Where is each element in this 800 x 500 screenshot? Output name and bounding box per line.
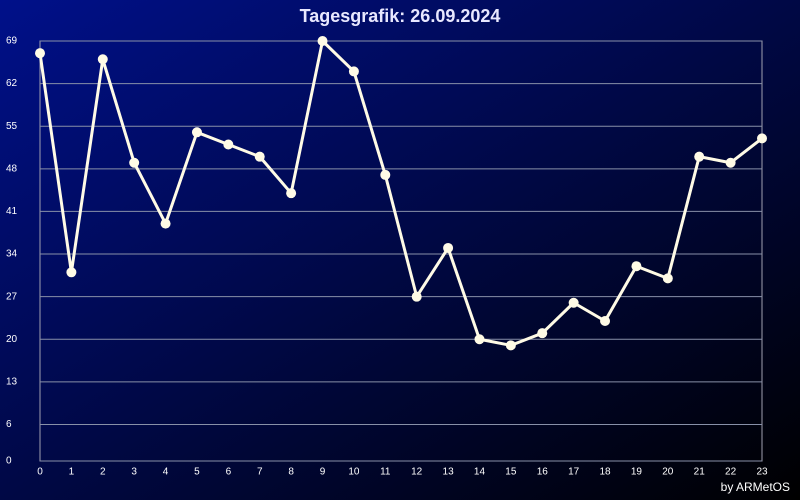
data-point (757, 133, 767, 144)
y-tick-label: 41 (6, 206, 18, 217)
y-tick-label: 69 (6, 36, 18, 47)
x-tick-label: 4 (163, 467, 169, 478)
x-tick-label: 11 (380, 467, 391, 478)
x-tick-label: 6 (226, 467, 232, 478)
chart-title: Tagesgrafik: 26.09.2024 (300, 6, 501, 26)
x-tick-label: 1 (69, 467, 75, 478)
y-tick-label: 34 (6, 249, 18, 260)
data-point (600, 316, 611, 326)
y-tick-label: 27 (6, 291, 18, 302)
data-point (568, 297, 579, 308)
x-tick-label: 15 (505, 467, 517, 478)
x-tick-label: 17 (568, 467, 580, 478)
x-tick-label: 9 (320, 467, 326, 478)
x-tick-label: 18 (599, 467, 611, 478)
data-point (97, 54, 108, 65)
x-tick-label: 19 (631, 467, 643, 478)
x-tick-label: 3 (131, 467, 137, 478)
x-tick-label: 22 (725, 467, 737, 478)
y-tick-label: 62 (6, 78, 18, 89)
x-tick-label: 2 (100, 467, 106, 478)
data-point (694, 151, 705, 162)
data-point (505, 340, 516, 351)
x-tick-label: 20 (662, 467, 674, 478)
data-point (443, 242, 454, 253)
data-point (348, 66, 359, 77)
y-tick-label: 48 (6, 163, 18, 174)
x-tick-label: 8 (288, 467, 294, 478)
data-point (411, 291, 422, 302)
data-point (662, 273, 673, 284)
data-point (35, 48, 45, 59)
data-point (725, 157, 736, 168)
data-point (66, 267, 77, 278)
credit: by ARMetOS (721, 480, 790, 494)
x-tick-label: 0 (37, 467, 43, 478)
x-tick-label: 23 (756, 467, 768, 478)
x-tick-label: 16 (537, 467, 549, 478)
data-point (474, 334, 485, 345)
x-tick-label: 13 (443, 467, 455, 478)
x-tick-label: 5 (194, 467, 200, 478)
data-point (286, 188, 297, 199)
x-tick-label: 10 (348, 467, 360, 478)
data-point (191, 127, 202, 138)
data-point (537, 328, 548, 339)
data-point (129, 157, 140, 168)
x-tick-label: 7 (257, 467, 263, 478)
data-point (160, 218, 171, 229)
x-tick-label: 14 (474, 467, 486, 478)
data-point (631, 261, 642, 272)
data-point (380, 169, 391, 180)
y-tick-label: 20 (6, 334, 18, 345)
x-tick-label: 21 (694, 467, 706, 478)
y-tick-label: 6 (6, 419, 12, 430)
data-point (317, 36, 328, 46)
y-tick-label: 55 (6, 121, 18, 132)
series-line (38, 39, 763, 347)
data-point (254, 151, 265, 162)
y-tick-label: 0 (6, 456, 12, 467)
y-tick-label: 13 (6, 377, 18, 388)
data-point (223, 139, 234, 150)
x-tick-label: 12 (411, 467, 423, 478)
